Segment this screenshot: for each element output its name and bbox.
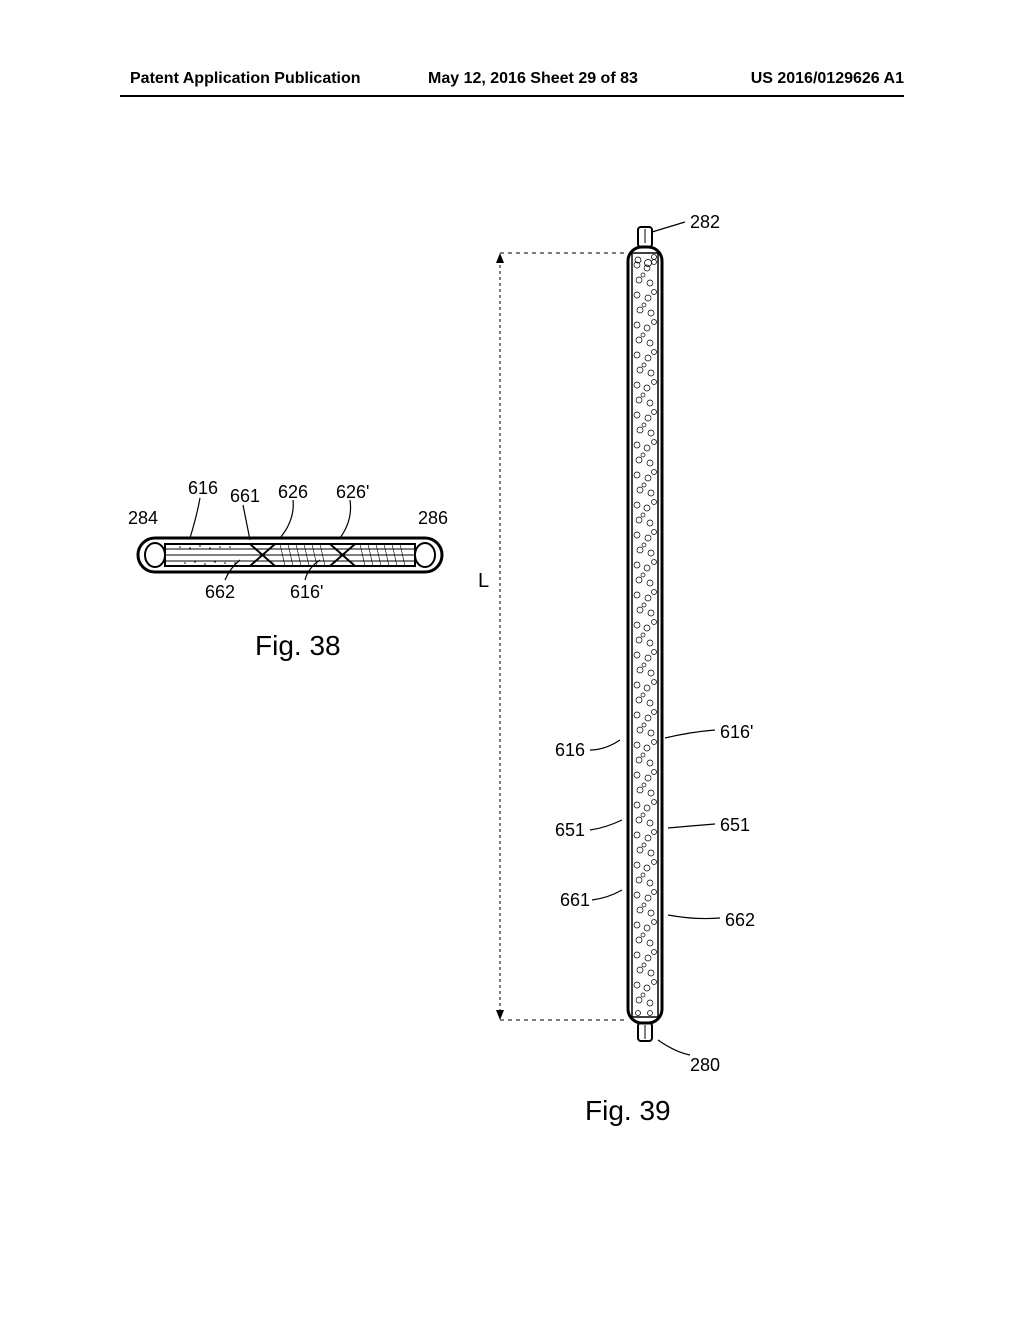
- header-divider: [120, 95, 904, 97]
- header-right: US 2016/0129626 A1: [666, 70, 904, 88]
- page-header: Patent Application Publication May 12, 2…: [0, 70, 1024, 88]
- fig38-leaders: [125, 480, 465, 600]
- fig39-dimension-label: L: [478, 570, 489, 593]
- header-left: Patent Application Publication: [130, 70, 368, 88]
- header-center: May 12, 2016 Sheet 29 of 83: [368, 70, 666, 88]
- fig39-leaders: [550, 210, 780, 1080]
- fig38-caption: Fig. 38: [255, 630, 341, 662]
- fig39-caption: Fig. 39: [585, 1095, 671, 1127]
